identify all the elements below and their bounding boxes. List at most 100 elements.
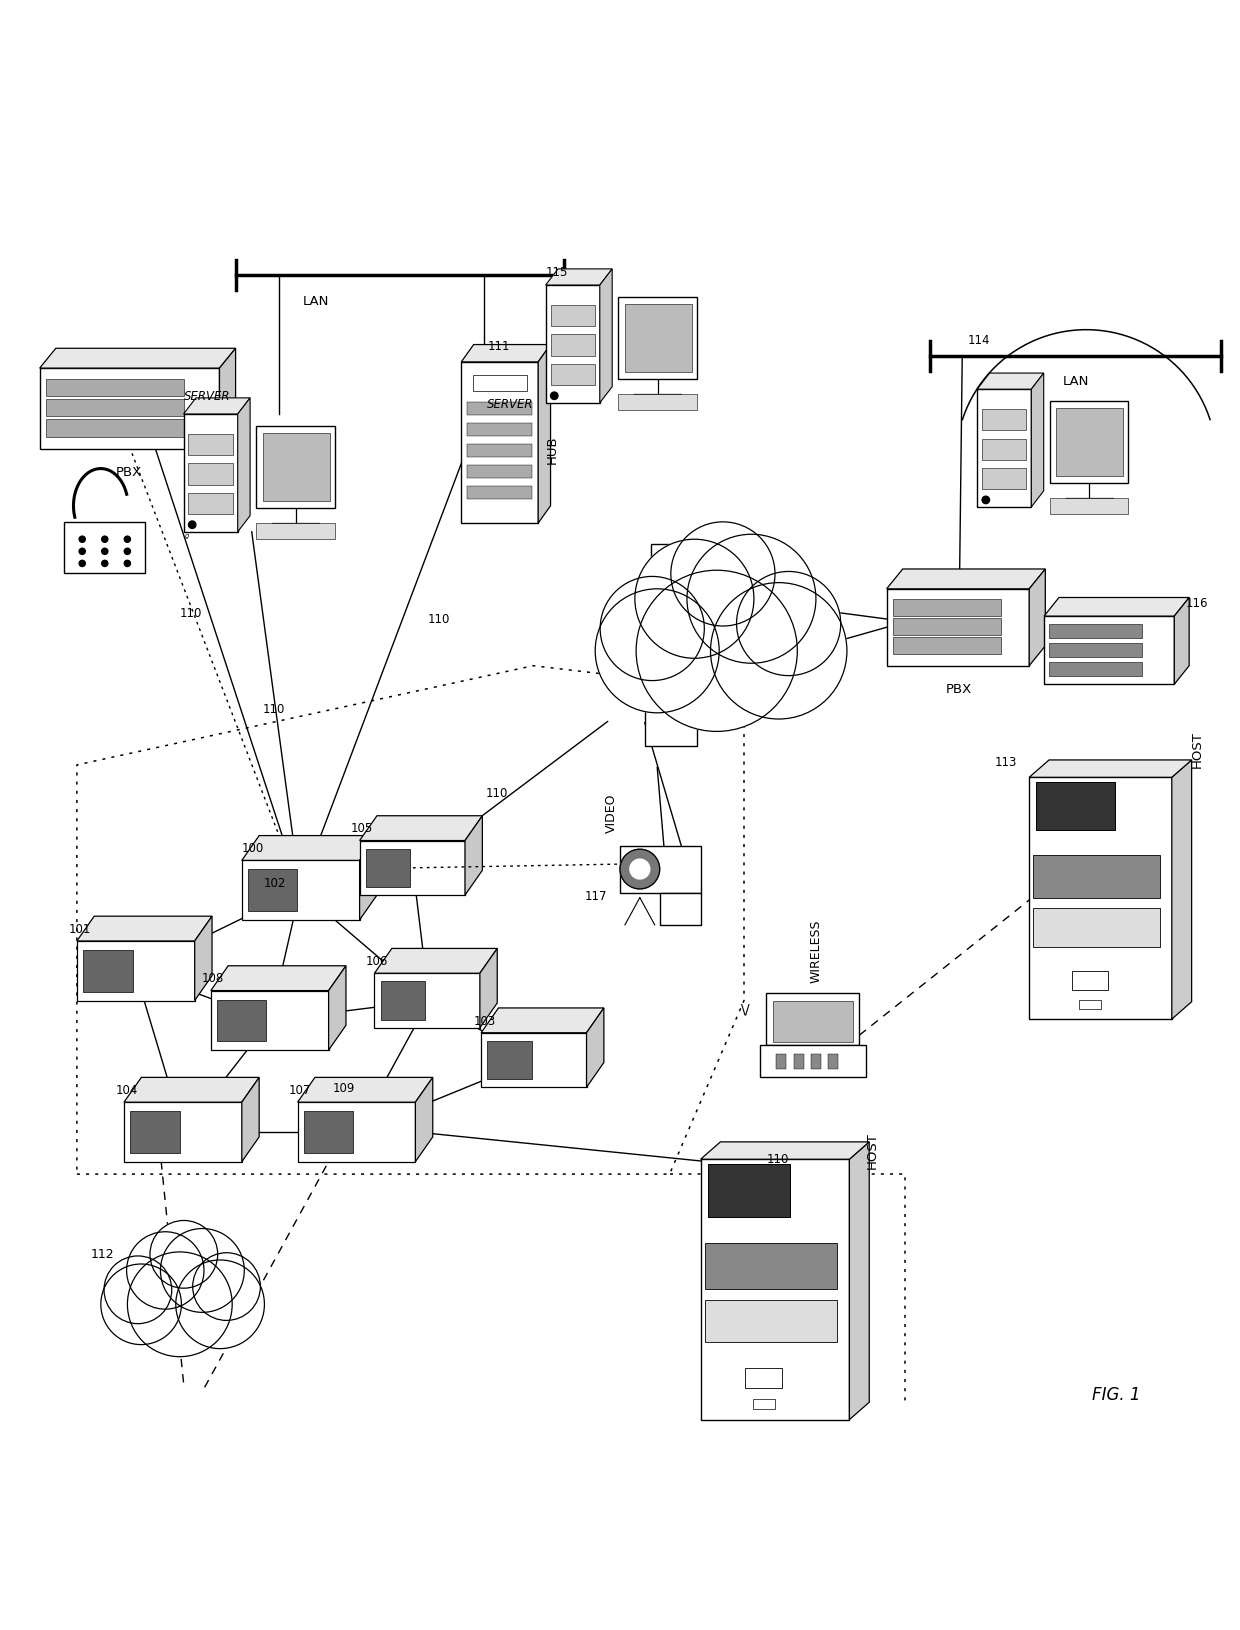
Polygon shape bbox=[465, 817, 482, 895]
Circle shape bbox=[102, 561, 108, 567]
Polygon shape bbox=[217, 999, 267, 1042]
Polygon shape bbox=[688, 619, 740, 667]
Polygon shape bbox=[745, 1368, 782, 1389]
Polygon shape bbox=[1056, 409, 1123, 476]
Polygon shape bbox=[849, 1143, 869, 1420]
Polygon shape bbox=[211, 991, 329, 1050]
Polygon shape bbox=[982, 469, 1027, 491]
Circle shape bbox=[620, 849, 660, 890]
Text: $^g$: $^g$ bbox=[184, 533, 190, 543]
Text: 106: 106 bbox=[366, 955, 388, 968]
Polygon shape bbox=[130, 1112, 180, 1152]
Polygon shape bbox=[40, 349, 236, 368]
Polygon shape bbox=[188, 465, 233, 486]
Polygon shape bbox=[304, 1112, 353, 1152]
Polygon shape bbox=[257, 427, 335, 509]
Polygon shape bbox=[64, 522, 145, 574]
Polygon shape bbox=[645, 699, 697, 747]
Polygon shape bbox=[461, 363, 538, 523]
Polygon shape bbox=[263, 434, 330, 502]
Circle shape bbox=[671, 523, 775, 626]
Polygon shape bbox=[551, 365, 595, 386]
Polygon shape bbox=[1029, 569, 1045, 667]
Polygon shape bbox=[706, 1242, 837, 1289]
Polygon shape bbox=[811, 1055, 821, 1069]
Polygon shape bbox=[660, 893, 701, 926]
Circle shape bbox=[150, 1221, 218, 1288]
Polygon shape bbox=[651, 544, 703, 592]
Polygon shape bbox=[1029, 778, 1172, 1019]
Polygon shape bbox=[360, 841, 465, 895]
Polygon shape bbox=[1174, 598, 1189, 685]
Polygon shape bbox=[1049, 624, 1142, 639]
Text: HOST: HOST bbox=[1190, 732, 1203, 768]
Polygon shape bbox=[893, 619, 1001, 636]
Polygon shape bbox=[257, 523, 335, 540]
Polygon shape bbox=[374, 973, 480, 1029]
Polygon shape bbox=[708, 1165, 790, 1216]
Polygon shape bbox=[188, 494, 233, 515]
Polygon shape bbox=[1049, 663, 1142, 676]
Polygon shape bbox=[977, 390, 1032, 507]
Text: PBX: PBX bbox=[115, 466, 143, 479]
Polygon shape bbox=[887, 590, 1029, 667]
Text: WIRELESS: WIRELESS bbox=[810, 919, 822, 983]
Text: 104: 104 bbox=[115, 1084, 138, 1097]
Text: 113: 113 bbox=[994, 755, 1017, 768]
Polygon shape bbox=[706, 1301, 837, 1341]
Circle shape bbox=[128, 1252, 232, 1356]
Text: LAN: LAN bbox=[1063, 375, 1090, 388]
Polygon shape bbox=[1079, 1001, 1101, 1011]
Polygon shape bbox=[211, 967, 346, 991]
Text: LAN: LAN bbox=[303, 295, 330, 308]
Polygon shape bbox=[366, 849, 410, 887]
Polygon shape bbox=[773, 1001, 853, 1042]
Polygon shape bbox=[188, 435, 233, 456]
Text: 105: 105 bbox=[351, 822, 373, 835]
Polygon shape bbox=[83, 950, 133, 993]
Circle shape bbox=[102, 549, 108, 556]
Text: 117: 117 bbox=[585, 890, 608, 903]
Polygon shape bbox=[248, 870, 298, 911]
Polygon shape bbox=[776, 1055, 786, 1069]
Polygon shape bbox=[77, 916, 212, 942]
Circle shape bbox=[176, 1260, 264, 1348]
Polygon shape bbox=[298, 1077, 433, 1102]
Polygon shape bbox=[467, 403, 532, 416]
Polygon shape bbox=[360, 836, 377, 921]
Polygon shape bbox=[701, 1159, 849, 1420]
Text: 116: 116 bbox=[1185, 597, 1208, 610]
Circle shape bbox=[551, 393, 558, 401]
Text: VIDEO: VIDEO bbox=[605, 792, 618, 833]
Polygon shape bbox=[893, 600, 1001, 616]
Polygon shape bbox=[46, 419, 184, 437]
Polygon shape bbox=[467, 424, 532, 437]
Polygon shape bbox=[620, 846, 701, 893]
Polygon shape bbox=[467, 487, 532, 500]
Circle shape bbox=[124, 561, 130, 567]
Text: 110: 110 bbox=[180, 606, 202, 619]
Polygon shape bbox=[1029, 761, 1192, 778]
Circle shape bbox=[79, 549, 86, 556]
Text: SERVER: SERVER bbox=[184, 390, 231, 403]
Circle shape bbox=[635, 540, 754, 659]
Circle shape bbox=[711, 584, 847, 719]
Polygon shape bbox=[828, 1055, 838, 1069]
Circle shape bbox=[188, 522, 196, 530]
Polygon shape bbox=[587, 1009, 604, 1087]
Polygon shape bbox=[551, 336, 595, 357]
Polygon shape bbox=[40, 368, 219, 450]
Polygon shape bbox=[1050, 499, 1128, 515]
Polygon shape bbox=[242, 1077, 259, 1162]
Polygon shape bbox=[1050, 401, 1128, 484]
Polygon shape bbox=[1033, 908, 1161, 947]
Polygon shape bbox=[1071, 971, 1107, 991]
Polygon shape bbox=[1049, 644, 1142, 657]
Polygon shape bbox=[760, 1046, 866, 1077]
Polygon shape bbox=[46, 380, 184, 398]
Polygon shape bbox=[977, 373, 1044, 390]
Polygon shape bbox=[625, 305, 692, 373]
Polygon shape bbox=[184, 399, 250, 414]
Text: 101: 101 bbox=[68, 923, 91, 936]
Polygon shape bbox=[124, 1077, 259, 1102]
